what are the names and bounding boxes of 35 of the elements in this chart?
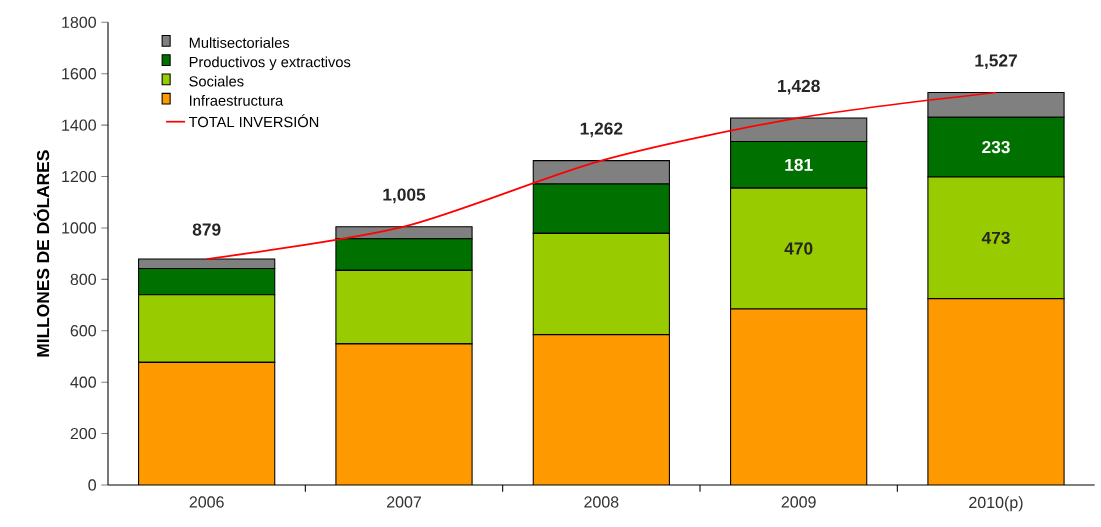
data-label: 1,262 xyxy=(580,122,623,138)
bar xyxy=(533,334,670,485)
y-tick-label: 1200 xyxy=(62,170,96,183)
y-axis-title: MILLONES DE DÓLARES xyxy=(33,150,50,357)
data-label: 879 xyxy=(192,223,221,236)
x-tick-label: 2010(p) xyxy=(969,496,1023,512)
x-tick-label: 2007 xyxy=(387,496,421,508)
data-label: 1,527 xyxy=(975,54,1017,70)
bar xyxy=(927,298,1065,485)
bar xyxy=(730,308,867,485)
bar xyxy=(335,343,473,485)
data-label: 470 xyxy=(784,242,813,255)
bar xyxy=(138,362,275,485)
y-tick-label: 600 xyxy=(70,325,96,337)
y-tick-label: 1000 xyxy=(62,222,96,234)
data-label: 473 xyxy=(981,231,1010,244)
x-tick-label: 2009 xyxy=(781,496,816,508)
y-tick-label: 400 xyxy=(70,376,96,388)
y-tick-label: 0 xyxy=(88,479,97,491)
x-tick-label: 2006 xyxy=(189,496,224,508)
legend-label: Multisectoriales xyxy=(189,37,290,48)
x-tick-label: 2008 xyxy=(584,496,619,508)
y-tick-label: 800 xyxy=(70,273,96,286)
data-label: 181 xyxy=(785,158,813,171)
data-label: 1,005 xyxy=(383,188,426,204)
legend-label: Productivos y extractivos xyxy=(189,56,351,71)
data-label: 233 xyxy=(982,140,1010,154)
data-label: 1,428 xyxy=(778,79,820,95)
y-tick-label: 1800 xyxy=(62,16,96,28)
legend-label: TOTAL INVERSIÓN xyxy=(188,114,319,128)
y-tick-label: 200 xyxy=(70,427,96,440)
legend-label: Infraestructura xyxy=(190,95,284,106)
y-tick-label: 1600 xyxy=(62,68,96,80)
y-tick-label: 1400 xyxy=(62,119,96,131)
legend-label: Sociales xyxy=(189,75,244,87)
